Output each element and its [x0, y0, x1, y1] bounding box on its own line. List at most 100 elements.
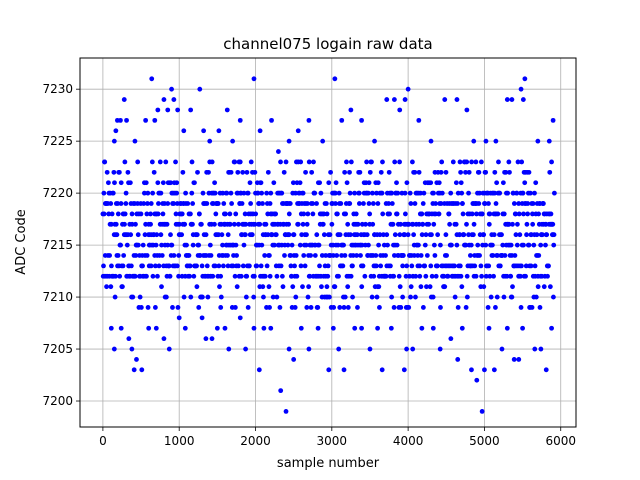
data-point: [380, 211, 386, 217]
data-point: [420, 305, 426, 310]
data-point: [259, 190, 265, 196]
data-point: [452, 294, 458, 300]
data-point: [378, 263, 384, 269]
data-point: [366, 242, 371, 248]
data-point: [545, 273, 550, 279]
data-point: [502, 253, 508, 258]
data-point: [124, 242, 130, 248]
outlier-point-16: [175, 107, 181, 113]
data-point: [285, 242, 291, 248]
data-point: [466, 190, 471, 196]
data-point: [257, 221, 263, 227]
data-point: [374, 294, 380, 300]
outlier-point-34: [332, 76, 338, 82]
data-point: [397, 159, 402, 165]
data-point: [226, 242, 232, 248]
data-point: [438, 242, 443, 248]
data-point: [228, 169, 234, 175]
outlier-point-35: [339, 117, 345, 123]
data-point: [244, 169, 250, 175]
data-point: [159, 284, 164, 290]
data-point: [539, 221, 545, 227]
data-point: [523, 263, 529, 269]
data-point: [283, 159, 289, 165]
data-point: [303, 201, 309, 206]
data-point: [417, 273, 423, 279]
data-point: [469, 211, 475, 217]
data-point: [477, 253, 482, 258]
data-point: [260, 201, 265, 206]
data-point: [170, 201, 175, 206]
data-point: [436, 211, 442, 217]
data-point: [318, 190, 324, 196]
data-point: [551, 294, 556, 300]
data-point: [439, 159, 445, 165]
data-point: [208, 253, 214, 258]
outlier-point-113: [474, 377, 480, 383]
data-point: [345, 284, 351, 290]
data-point: [522, 201, 528, 206]
data-point: [302, 242, 307, 248]
data-point: [163, 294, 169, 300]
data-point: [526, 169, 532, 175]
outlier-point-21: [207, 138, 213, 144]
data-point: [155, 211, 161, 217]
data-point: [316, 273, 322, 279]
data-point: [300, 284, 305, 290]
data-point: [326, 294, 332, 300]
data-point: [524, 232, 529, 238]
data-point: [527, 190, 533, 196]
y-tick-label-6: 7230: [42, 82, 73, 96]
data-point: [354, 253, 360, 258]
data-point: [238, 190, 243, 196]
data-point: [501, 211, 507, 217]
data-point: [512, 211, 518, 217]
data-point: [364, 159, 370, 165]
data-point: [262, 253, 268, 258]
data-point: [286, 211, 292, 217]
outlier-point-121: [516, 357, 522, 362]
data-point: [152, 263, 158, 269]
data-point: [473, 159, 479, 165]
data-point: [464, 294, 470, 300]
data-point: [501, 273, 506, 279]
data-point: [488, 294, 494, 300]
data-point: [479, 273, 485, 279]
data-point: [431, 190, 436, 196]
data-point: [320, 211, 326, 217]
data-point: [514, 242, 520, 248]
data-point: [545, 263, 551, 269]
outlier-point-88: [286, 346, 292, 352]
outlier-point-31: [295, 128, 301, 134]
data-point: [168, 232, 173, 238]
data-point: [532, 232, 537, 238]
data-point: [144, 253, 150, 258]
x-tick-label-5: 5000: [469, 434, 500, 448]
data-point: [199, 221, 204, 227]
data-point: [231, 242, 237, 248]
data-point: [119, 263, 125, 269]
outlier-point-112: [469, 367, 474, 373]
data-point: [238, 273, 244, 279]
data-point: [231, 221, 237, 227]
data-point: [108, 284, 114, 290]
data-point: [289, 242, 295, 248]
data-point: [350, 253, 356, 258]
data-point: [146, 263, 152, 269]
data-point: [165, 201, 171, 206]
data-point: [515, 159, 521, 165]
data-point: [298, 263, 304, 269]
outlier-point-99: [367, 346, 373, 352]
data-point: [298, 159, 304, 165]
data-point: [170, 190, 176, 196]
data-point: [156, 201, 161, 206]
data-point: [511, 201, 517, 206]
data-point: [405, 232, 411, 238]
data-point: [487, 273, 493, 279]
data-point: [529, 305, 535, 310]
data-point: [535, 273, 541, 279]
data-point: [253, 211, 259, 217]
outlier-point-72: [176, 315, 182, 321]
outlier-point-91: [306, 346, 312, 352]
data-point: [196, 242, 202, 248]
